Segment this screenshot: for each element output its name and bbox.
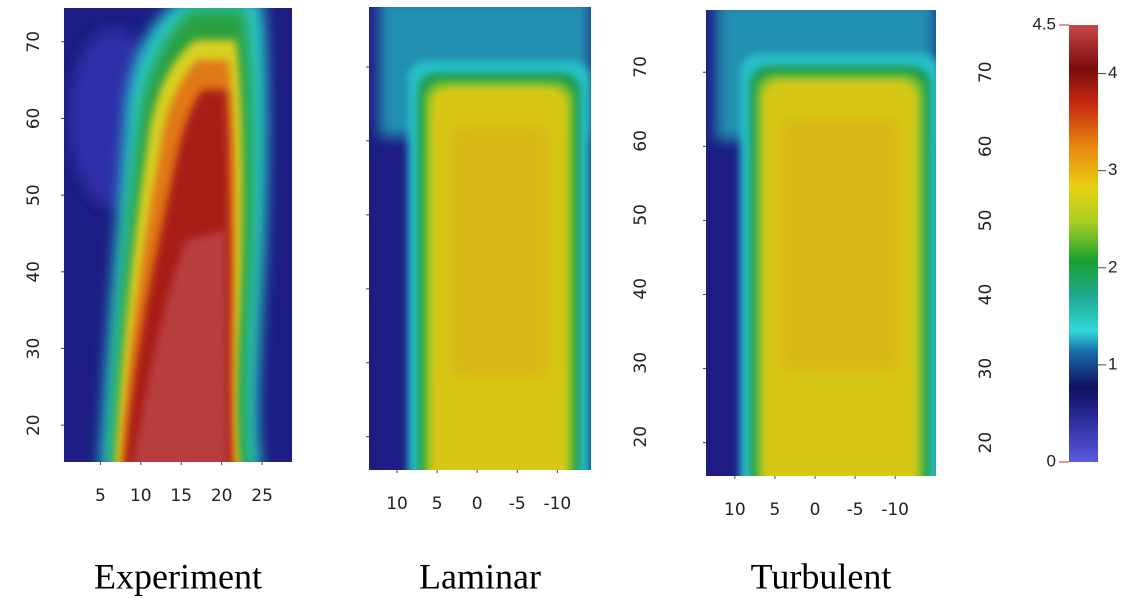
y-tick-label: 50 bbox=[24, 184, 44, 206]
field-core bbox=[133, 230, 228, 462]
x-tick-label: -10 bbox=[543, 494, 571, 514]
y-tick-label: 60 bbox=[631, 130, 651, 152]
x-tick-label: -5 bbox=[509, 494, 526, 514]
y-tick-label: 50 bbox=[631, 204, 651, 226]
y-tick-label: 60 bbox=[976, 135, 996, 157]
x-tick-label: 5 bbox=[432, 494, 443, 514]
colorbar: 0 1 2 3 4 4.5 bbox=[1032, 14, 1117, 470]
x-tick-label: 0 bbox=[472, 494, 483, 514]
x-tick-label: 15 bbox=[170, 486, 192, 506]
y-tick-label: 20 bbox=[631, 426, 651, 448]
y-tick-label: 70 bbox=[631, 56, 651, 78]
caption: Turbulent bbox=[751, 556, 892, 596]
field bbox=[64, 8, 292, 462]
x-tick-label: 20 bbox=[211, 486, 233, 506]
y-tick-label: 40 bbox=[24, 261, 44, 283]
y-tick-label: 70 bbox=[976, 61, 996, 83]
y-tick-label: 50 bbox=[976, 210, 996, 232]
field bbox=[369, 7, 591, 470]
x-tick-label: 25 bbox=[251, 486, 273, 506]
x-tick-label: 0 bbox=[810, 500, 821, 520]
colorbar-ramp bbox=[1069, 25, 1098, 462]
y-tick-label: 1 bbox=[1108, 354, 1117, 373]
y-tick-label: 60 bbox=[24, 108, 44, 130]
x-tick-label: 10 bbox=[724, 500, 746, 520]
field-core bbox=[782, 120, 898, 370]
y-tick-label: 0 bbox=[1047, 451, 1056, 470]
y-tick-label: 20 bbox=[976, 432, 996, 454]
y-tick-label: 4.5 bbox=[1032, 14, 1056, 33]
x-tick-label: 10 bbox=[130, 486, 152, 506]
y-tick-label: 4 bbox=[1108, 63, 1117, 82]
x-tick-label: -10 bbox=[881, 500, 909, 520]
y-tick-label: 3 bbox=[1108, 160, 1117, 179]
y-tick-label: 20 bbox=[24, 414, 44, 436]
y-tick-label: 30 bbox=[24, 338, 44, 360]
y-tick-label: 2 bbox=[1108, 257, 1117, 276]
field-core bbox=[450, 127, 548, 377]
x-tick-label: 10 bbox=[386, 494, 408, 514]
field bbox=[706, 10, 936, 476]
caption: Laminar bbox=[419, 556, 541, 596]
y-tick-label: 40 bbox=[976, 284, 996, 306]
y-tick-label: 30 bbox=[976, 358, 996, 380]
y-tick-label: 70 bbox=[24, 31, 44, 53]
x-tick-label: 5 bbox=[95, 486, 106, 506]
caption: Experiment bbox=[94, 556, 262, 596]
x-tick-label: 5 bbox=[770, 500, 781, 520]
x-tick-label: -5 bbox=[847, 500, 864, 520]
y-tick-label: 30 bbox=[631, 352, 651, 374]
heatmap-panel: 5 10 15 20 25 20 30 40 50 60 70 Experiment bbox=[24, 8, 292, 596]
y-tick-label: 40 bbox=[631, 278, 651, 300]
